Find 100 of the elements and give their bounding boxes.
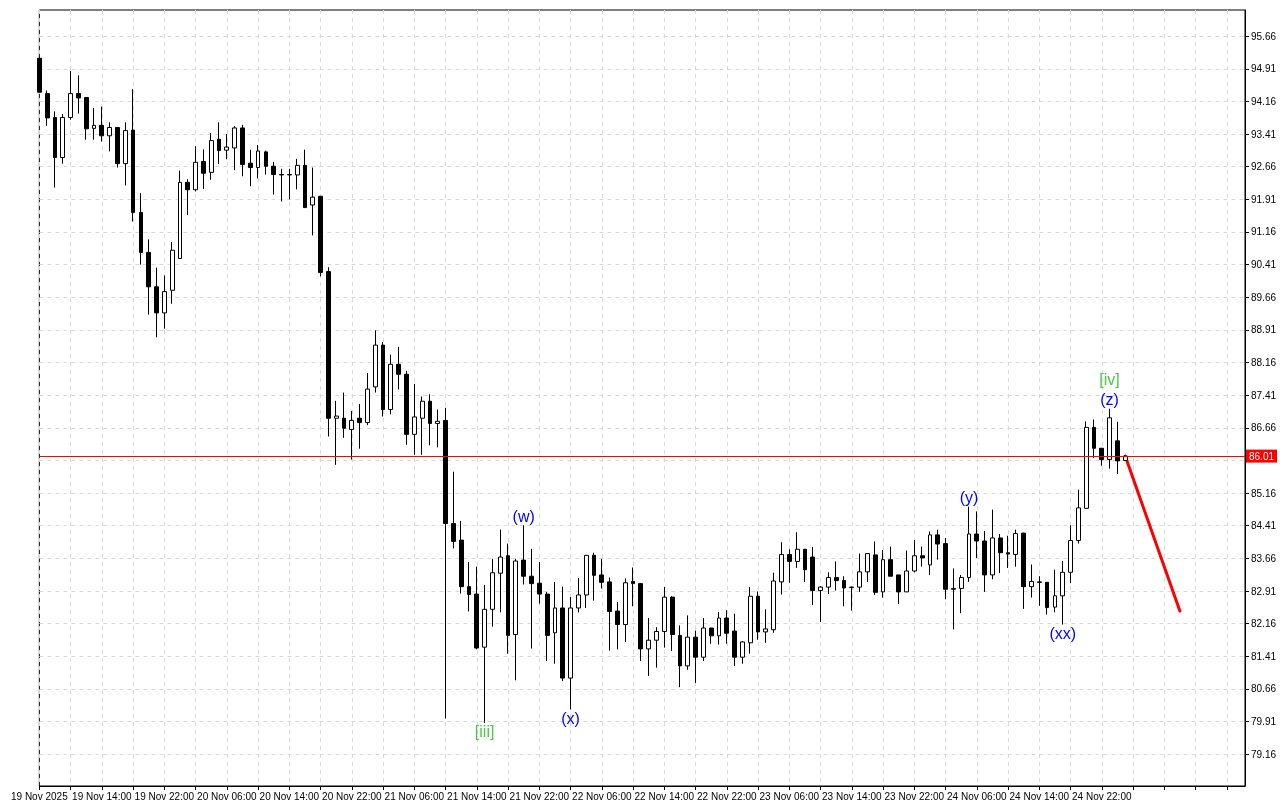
y-tick-label: 91.91 <box>1251 193 1277 205</box>
candlestick <box>193 145 198 192</box>
candlestick <box>513 558 518 681</box>
candlestick <box>1029 563 1034 599</box>
y-tick-label: 88.16 <box>1251 357 1277 369</box>
y-tick-label: 88.91 <box>1251 324 1277 336</box>
candlestick <box>529 548 534 649</box>
candlestick <box>435 409 440 448</box>
candlestick <box>498 529 503 613</box>
candlestick <box>365 372 370 426</box>
candlestick <box>974 510 979 559</box>
candlestick <box>60 113 65 165</box>
candlestick <box>756 590 760 641</box>
candlestick <box>139 192 143 266</box>
candlestick <box>506 543 510 655</box>
annotation: (xx) <box>1049 625 1077 643</box>
candlestick <box>1037 575 1042 607</box>
x-tick-label: 24 Nov 22:00 <box>1072 790 1132 800</box>
y-tick-label: 82.91 <box>1251 585 1277 597</box>
x-tick-label: 23 Nov 14:00 <box>822 790 882 800</box>
x-tick-label: 21 Nov 22:00 <box>509 790 570 800</box>
y-tick-label: 79.91 <box>1251 716 1277 728</box>
candlestick <box>888 546 893 577</box>
candlestick <box>920 546 925 568</box>
candlestick <box>107 121 112 152</box>
candlestick <box>185 178 190 216</box>
annotation: [iii] <box>474 723 495 741</box>
candlestick <box>326 266 331 438</box>
candlestick <box>1076 489 1081 545</box>
candlestick <box>318 195 323 277</box>
candlestick <box>451 471 456 549</box>
candlestick <box>1084 420 1089 509</box>
candlestick <box>357 403 362 450</box>
candlestick <box>162 274 167 330</box>
x-tick-label: 24 Nov 14:00 <box>1009 790 1070 800</box>
x-tick-label: 21 Nov 06:00 <box>384 790 445 800</box>
candlestick <box>584 554 589 609</box>
candlestick <box>545 591 550 662</box>
y-tick-label: 92.66 <box>1251 161 1277 173</box>
candlestick <box>271 161 276 196</box>
candlestick <box>1045 581 1049 616</box>
candlestick <box>404 370 409 446</box>
candlestick <box>1006 535 1010 569</box>
candlestick <box>982 530 987 593</box>
y-tick-label: 90.41 <box>1251 259 1277 271</box>
candlestick <box>224 133 229 160</box>
candlestick <box>349 410 354 461</box>
annotation: (x) <box>561 709 580 727</box>
candlestick <box>428 393 432 446</box>
candlestick <box>310 167 315 236</box>
candlestick <box>654 626 659 669</box>
candlestick <box>459 520 464 595</box>
candlestick <box>537 561 542 605</box>
x-tick-label: 22 Nov 06:00 <box>572 790 632 800</box>
candlestick <box>896 574 901 605</box>
candlestick <box>967 506 971 583</box>
y-tick-label: 85.16 <box>1251 487 1277 499</box>
candlestick <box>115 127 120 169</box>
x-tick-label: 19 Nov 14:00 <box>72 790 133 800</box>
candlestick <box>998 533 1003 574</box>
candlestick <box>763 608 768 644</box>
candlestick <box>388 354 393 415</box>
candlestick <box>717 611 721 646</box>
x-tick-label: 23 Nov 06:00 <box>759 790 820 800</box>
candlestick <box>740 640 745 665</box>
candlestick <box>779 541 784 595</box>
candlestick <box>951 567 956 630</box>
x-tick-label: 24 Nov 06:00 <box>947 790 1007 800</box>
candlestick <box>334 400 339 466</box>
candlestick <box>396 346 401 391</box>
candlestick <box>217 121 221 165</box>
candlestick <box>232 125 237 171</box>
candlestick <box>568 596 573 710</box>
candlestick <box>670 595 675 652</box>
y-tick-label: 80.66 <box>1251 683 1277 695</box>
candlestick <box>607 577 612 652</box>
candlestick <box>146 238 151 316</box>
x-tick-label: 22 Nov 22:00 <box>697 790 757 800</box>
candlestick <box>959 574 964 614</box>
candlestick <box>1053 569 1057 613</box>
candlestick <box>873 540 878 596</box>
candlestick <box>943 537 948 600</box>
annotation: [iv] <box>1099 371 1120 389</box>
candlestick <box>209 132 214 181</box>
candlestick <box>1013 529 1018 568</box>
annotation: (y) <box>959 489 979 507</box>
candlestick <box>521 524 526 585</box>
candlestick <box>709 627 714 645</box>
candlestick <box>53 110 57 189</box>
candlestick <box>553 581 557 665</box>
candlestick <box>701 617 706 662</box>
candlestick <box>935 529 940 561</box>
y-tick-label: 79.16 <box>1251 748 1277 760</box>
y-tick-label: 95.66 <box>1251 30 1277 42</box>
candlestick <box>615 601 620 650</box>
candlestick <box>787 548 792 584</box>
candlestick <box>256 144 260 179</box>
candlestick <box>623 577 628 643</box>
candlestick <box>1068 524 1073 584</box>
ref-line-label: 86.01 <box>1249 450 1275 462</box>
